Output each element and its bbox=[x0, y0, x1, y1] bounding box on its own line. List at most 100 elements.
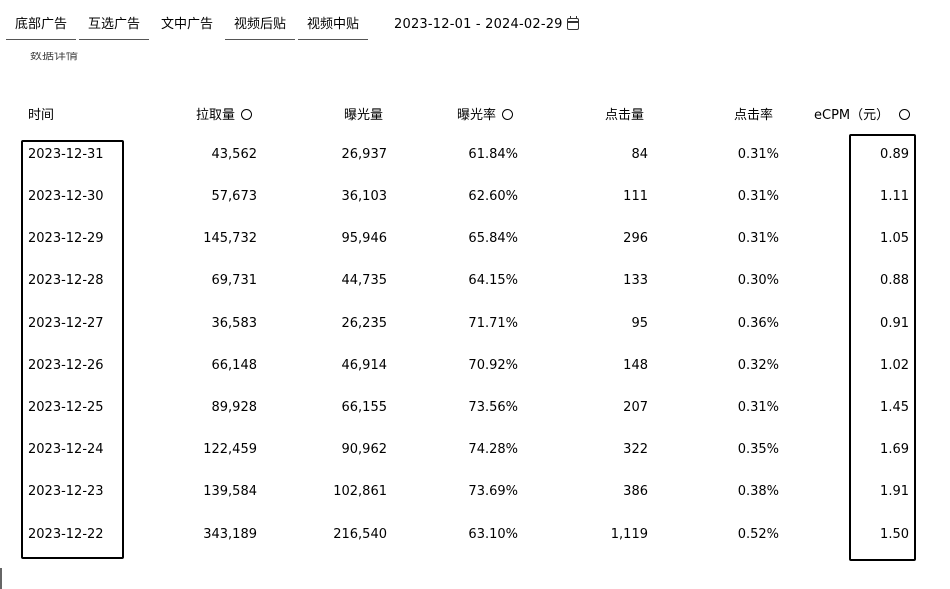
cell-ctr: 0.30% bbox=[737, 273, 779, 288]
cell-exposure-rate: 73.56% bbox=[468, 400, 518, 415]
cell-ctr: 0.38% bbox=[737, 484, 779, 499]
cell-date: 2023-12-26 bbox=[28, 358, 104, 373]
cell-exposure: 90,962 bbox=[341, 442, 388, 457]
table-row: 2023-12-23 139,584 102,861 73.69% 386 0.… bbox=[0, 477, 950, 507]
cell-ecpm: 1.05 bbox=[880, 231, 909, 246]
cell-date: 2023-12-27 bbox=[28, 316, 104, 331]
cell-pull: 122,459 bbox=[203, 442, 257, 457]
cell-clicks: 322 bbox=[623, 442, 648, 457]
cell-pull: 139,584 bbox=[203, 484, 257, 499]
cell-ecpm: 1.69 bbox=[880, 442, 909, 457]
cell-exposure-rate: 74.28% bbox=[468, 442, 518, 457]
cell-ctr: 0.35% bbox=[737, 442, 779, 457]
cell-exposure-rate: 73.69% bbox=[468, 484, 518, 499]
info-circle-icon[interactable] bbox=[899, 109, 911, 120]
cell-date: 2023-12-30 bbox=[28, 189, 104, 204]
cell-date: 2023-12-29 bbox=[28, 231, 104, 246]
tab-video-post-roll-ad[interactable]: 视频后贴 bbox=[225, 8, 295, 40]
table-row: 2023-12-24 122,459 90,962 74.28% 322 0.3… bbox=[0, 435, 950, 465]
cell-ecpm: 0.89 bbox=[880, 147, 909, 162]
header-pull: 拉取量 bbox=[196, 106, 253, 126]
header-exposure-rate: 曝光率 bbox=[457, 106, 514, 126]
table-row: 2023-12-22 343,189 216,540 63.10% 1,119 … bbox=[0, 520, 950, 550]
cell-ctr: 0.32% bbox=[737, 358, 779, 373]
cell-exposure: 26,235 bbox=[341, 316, 388, 331]
cell-exposure-rate: 71.71% bbox=[468, 316, 518, 331]
info-circle-icon[interactable] bbox=[241, 109, 253, 120]
cell-exposure-rate: 63.10% bbox=[468, 527, 518, 542]
cell-clicks: 111 bbox=[623, 189, 648, 204]
cell-pull: 66,148 bbox=[211, 358, 258, 373]
cell-clicks: 296 bbox=[623, 231, 648, 246]
cell-exposure-rate: 70.92% bbox=[468, 358, 518, 373]
left-edge-divider bbox=[0, 568, 2, 589]
cell-date: 2023-12-22 bbox=[28, 527, 104, 542]
table-row: 2023-12-26 66,148 46,914 70.92% 148 0.32… bbox=[0, 351, 950, 381]
tab-in-article-ad[interactable]: 文中广告 bbox=[160, 17, 213, 32]
highlight-box-date-column bbox=[21, 140, 124, 559]
cell-exposure: 66,155 bbox=[341, 400, 388, 415]
cell-pull: 145,732 bbox=[203, 231, 257, 246]
info-circle-icon[interactable] bbox=[502, 109, 514, 120]
cell-ecpm: 1.02 bbox=[880, 358, 909, 373]
cell-pull: 43,562 bbox=[211, 147, 258, 162]
cell-date: 2023-12-31 bbox=[28, 147, 104, 162]
cell-exposure: 36,103 bbox=[341, 189, 388, 204]
header-ecpm-label: eCPM（元） bbox=[814, 108, 890, 123]
tab-mutual-select-ad[interactable]: 互选广告 bbox=[79, 8, 149, 40]
table-row: 2023-12-25 89,928 66,155 73.56% 207 0.31… bbox=[0, 393, 950, 423]
header-date: 时间 bbox=[28, 108, 55, 123]
cell-pull: 57,673 bbox=[211, 189, 258, 204]
cell-ecpm: 1.50 bbox=[880, 527, 909, 542]
cell-clicks: 207 bbox=[623, 400, 648, 415]
header-exposure-rate-label: 曝光率 bbox=[457, 108, 497, 123]
cell-ecpm: 0.88 bbox=[880, 273, 909, 288]
cell-clicks: 133 bbox=[623, 273, 648, 288]
ad-type-tabs: 底部广告 互选广告 文中广告 视频后贴 视频中贴 2023-12-01 - 20… bbox=[0, 0, 950, 40]
cell-ecpm: 0.91 bbox=[880, 316, 909, 331]
cell-ctr: 0.31% bbox=[737, 189, 779, 204]
cell-date: 2023-12-25 bbox=[28, 400, 104, 415]
cell-ecpm: 1.45 bbox=[880, 400, 909, 415]
cell-pull: 343,189 bbox=[203, 527, 257, 542]
cell-clicks: 95 bbox=[631, 316, 648, 331]
cell-date: 2023-12-23 bbox=[28, 484, 104, 499]
cell-exposure-rate: 62.60% bbox=[468, 189, 518, 204]
cell-pull: 89,928 bbox=[211, 400, 258, 415]
cell-ctr: 0.31% bbox=[737, 400, 779, 415]
cell-clicks: 386 bbox=[623, 484, 648, 499]
cell-clicks: 84 bbox=[631, 147, 648, 162]
cell-ctr: 0.36% bbox=[737, 316, 779, 331]
cell-exposure-rate: 64.15% bbox=[468, 273, 518, 288]
cell-exposure: 95,946 bbox=[341, 231, 388, 246]
cell-clicks: 148 bbox=[623, 358, 648, 373]
table-row: 2023-12-29 145,732 95,946 65.84% 296 0.3… bbox=[0, 224, 950, 254]
cell-clicks: 1,119 bbox=[610, 527, 648, 542]
cell-ecpm: 1.91 bbox=[880, 484, 909, 499]
table-row: 2023-12-30 57,673 36,103 62.60% 111 0.31… bbox=[0, 182, 950, 212]
cell-exposure: 26,937 bbox=[341, 147, 388, 162]
tab-bottom-ad[interactable]: 底部广告 bbox=[6, 8, 76, 40]
cell-pull: 36,583 bbox=[211, 316, 258, 331]
header-ctr: 点击率 bbox=[734, 108, 774, 123]
cell-ctr: 0.31% bbox=[737, 231, 779, 246]
cell-exposure: 46,914 bbox=[341, 358, 388, 373]
header-pull-label: 拉取量 bbox=[196, 108, 236, 123]
cell-pull: 69,731 bbox=[211, 273, 258, 288]
date-range-picker[interactable]: 2023-12-01 - 2024-02-29 bbox=[394, 17, 563, 32]
header-clicks: 点击量 bbox=[605, 108, 645, 123]
header-exposure: 曝光量 bbox=[344, 108, 384, 123]
table-row: 2023-12-31 43,562 26,937 61.84% 84 0.31%… bbox=[0, 140, 950, 170]
highlight-box-ecpm-column bbox=[849, 134, 916, 561]
cell-date: 2023-12-24 bbox=[28, 442, 104, 457]
cell-ctr: 0.31% bbox=[737, 147, 779, 162]
section-title-clipped: 数据详情 bbox=[30, 52, 115, 62]
cell-exposure: 44,735 bbox=[341, 273, 388, 288]
cell-exposure-rate: 65.84% bbox=[468, 231, 518, 246]
table-row: 2023-12-28 69,731 44,735 64.15% 133 0.30… bbox=[0, 266, 950, 296]
cell-exposure-rate: 61.84% bbox=[468, 147, 518, 162]
tab-video-mid-roll-ad[interactable]: 视频中贴 bbox=[298, 8, 368, 40]
cell-ctr: 0.52% bbox=[737, 527, 779, 542]
table-row: 2023-12-27 36,583 26,235 71.71% 95 0.36%… bbox=[0, 309, 950, 339]
calendar-icon[interactable] bbox=[567, 16, 579, 30]
